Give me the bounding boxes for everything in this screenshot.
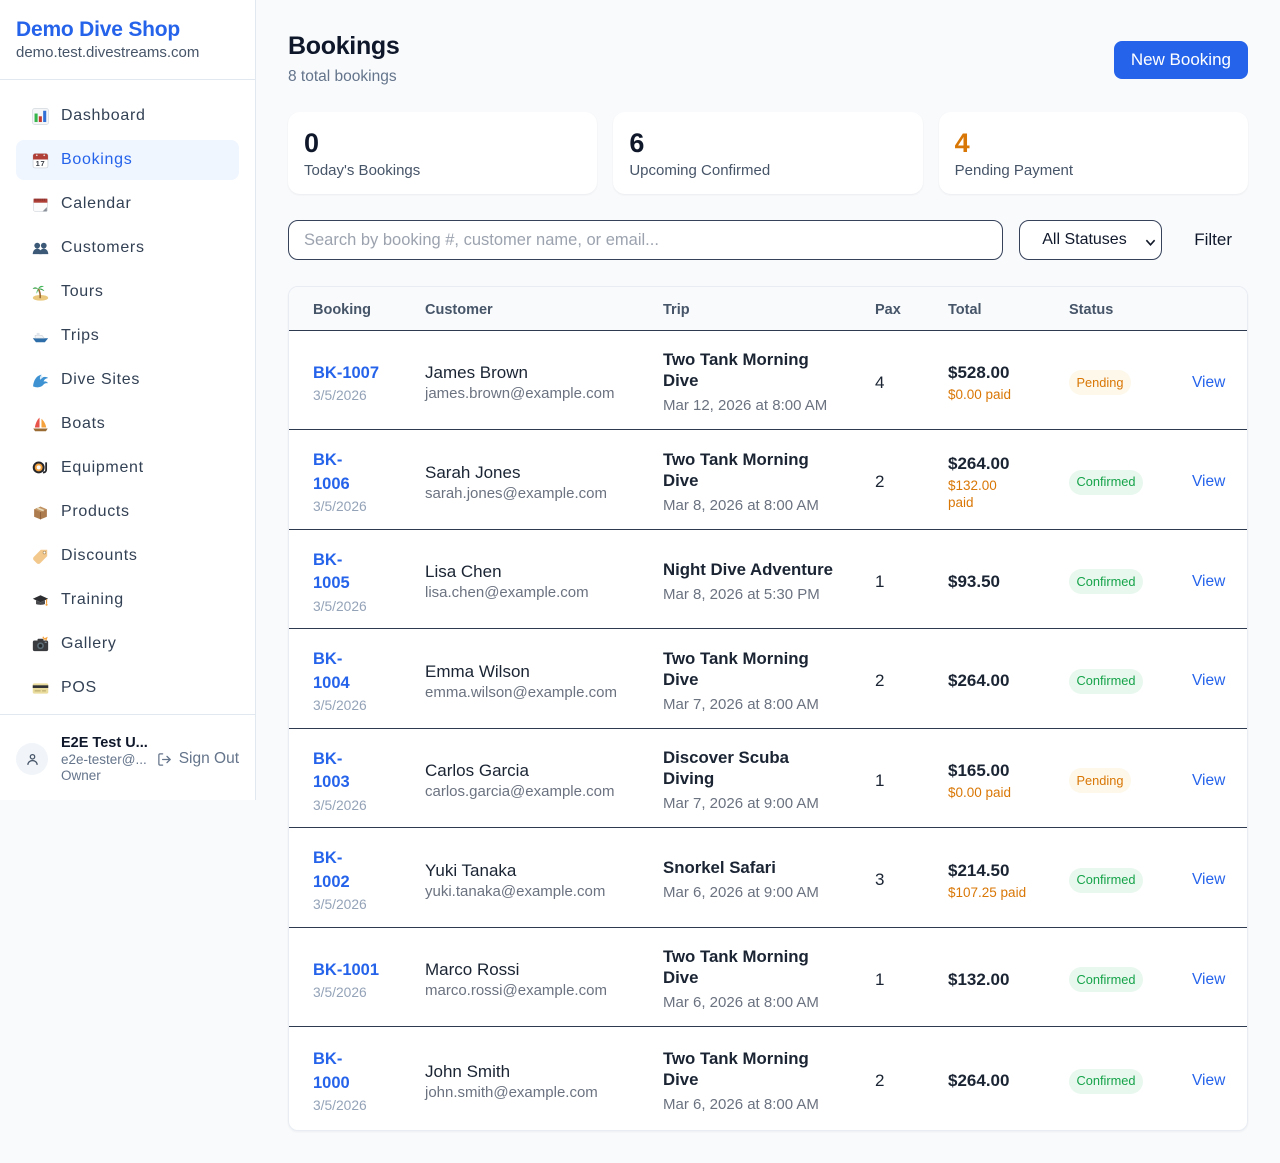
- svg-text:17: 17: [36, 159, 46, 168]
